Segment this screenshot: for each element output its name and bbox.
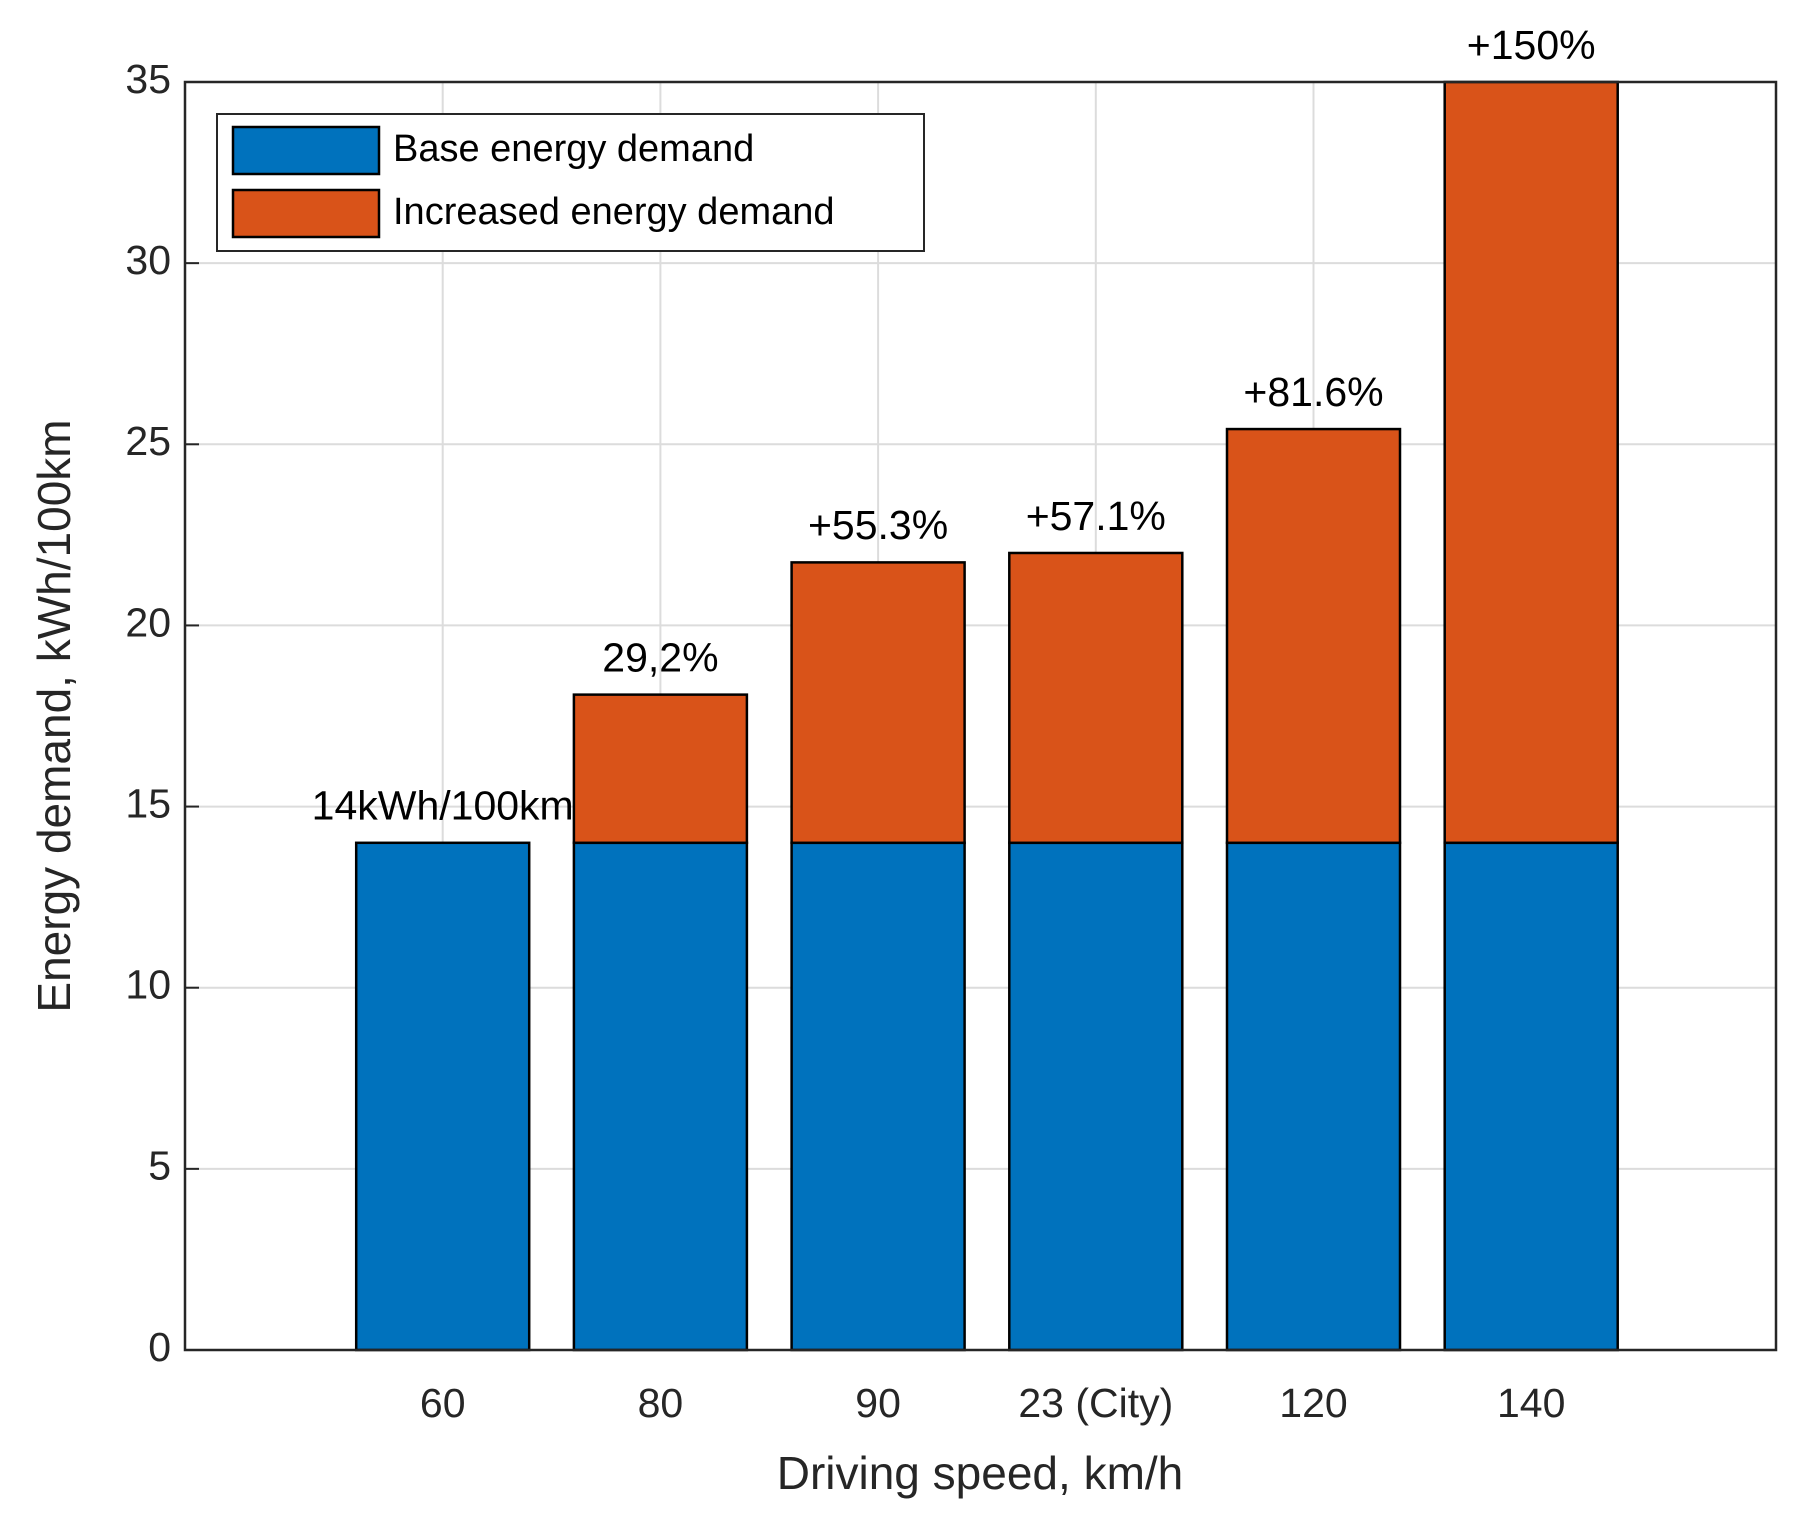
y-tick-label: 25 (125, 418, 171, 464)
bar-segment (790, 841, 966, 1352)
bar-segment (1443, 80, 1619, 845)
x-axis-label: Driving speed, km/h (777, 1447, 1184, 1499)
bar-annotation: +150% (1467, 22, 1596, 68)
x-tick-label: 120 (1279, 1380, 1347, 1426)
y-axis-label: Energy demand, kWh/100km (28, 419, 80, 1012)
bar-segment (572, 693, 749, 845)
y-tick-label: 15 (125, 780, 171, 826)
bar-segment (1008, 841, 1184, 1352)
bar-segment (790, 561, 966, 845)
axes-box (183, 80, 1778, 1352)
bar-annotation: +81.6% (1243, 369, 1383, 415)
bar-segment (1225, 427, 1402, 845)
bar-annotation: +57.1% (1026, 493, 1166, 539)
y-tick-label: 5 (148, 1143, 171, 1189)
bars (354, 80, 1619, 1352)
legend-swatch (231, 125, 381, 176)
y-tick-label: 10 (125, 962, 171, 1008)
x-tick-label: 140 (1497, 1380, 1565, 1426)
x-tick-label: 80 (638, 1380, 684, 1426)
x-tick-label: 60 (420, 1380, 466, 1426)
legend-label: Increased energy demand (393, 191, 835, 233)
bar-segment (354, 841, 531, 1352)
legend: Base energy demand Increased energy deman… (216, 113, 925, 252)
x-tick-label: 90 (855, 1380, 901, 1426)
bar-annotation: 14kWh/100km (312, 783, 574, 829)
legend-swatch (231, 188, 381, 239)
bar-annotation: 29,2% (602, 634, 718, 680)
bar-segment (1008, 551, 1184, 845)
legend-label: Base energy demand (393, 128, 754, 170)
bar-segment (1443, 841, 1619, 1352)
x-tick-label: 23 (City) (1018, 1380, 1173, 1426)
bar-segment (572, 841, 749, 1352)
y-tick-label: 0 (148, 1324, 171, 1370)
y-tick-label: 30 (125, 237, 171, 283)
bar-annotation: +55.3% (808, 502, 948, 548)
bar-segment (1225, 841, 1402, 1352)
y-tick-label: 20 (125, 599, 171, 645)
y-tick-label: 35 (125, 56, 171, 102)
